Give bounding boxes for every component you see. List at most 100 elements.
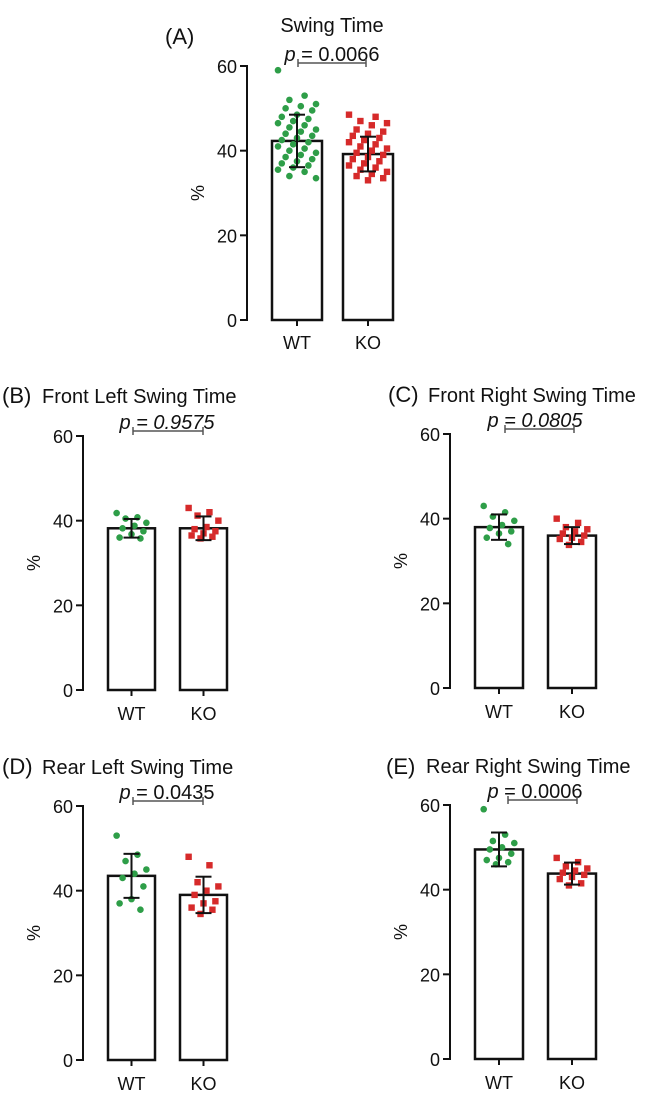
data-point-wt	[289, 117, 297, 125]
data-point-wt	[274, 143, 282, 150]
data-point-ko	[577, 538, 585, 546]
x-tick-label: KO	[559, 702, 585, 722]
data-point-ko	[357, 143, 364, 150]
data-point-wt	[297, 102, 305, 110]
data-point-ko	[383, 145, 391, 152]
data-point-wt	[278, 113, 286, 121]
data-point-ko	[364, 177, 372, 184]
data-point-wt	[504, 858, 512, 866]
p-symbol: p	[118, 412, 130, 434]
x-tick-label: WT	[485, 702, 513, 722]
y-tick-label: 20	[53, 966, 73, 986]
data-point-wt	[274, 166, 282, 174]
bar-wt	[473, 848, 525, 1061]
data-point-ko	[383, 168, 391, 176]
data-point-wt	[143, 519, 150, 527]
p-symbol: p	[486, 410, 498, 432]
y-tick-label: 60	[53, 797, 73, 817]
x-tick-label: KO	[355, 333, 381, 353]
y-axis-label: %	[24, 925, 44, 941]
data-point-ko	[376, 158, 383, 165]
data-point-ko	[185, 853, 192, 860]
data-point-ko	[577, 880, 585, 887]
data-point-ko	[559, 530, 567, 537]
x-tick-label: WT	[118, 704, 146, 724]
data-point-ko	[212, 528, 219, 535]
data-point-wt	[122, 857, 129, 865]
data-point-wt	[312, 126, 320, 133]
data-point-ko	[376, 134, 383, 142]
y-tick-label: 0	[227, 311, 237, 331]
data-point-wt	[119, 874, 126, 882]
p-symbol: p	[118, 782, 130, 804]
data-point-ko	[357, 166, 364, 173]
data-point-wt	[480, 502, 488, 510]
data-point-wt	[489, 837, 497, 845]
data-point-ko	[380, 151, 387, 159]
data-point-ko	[191, 891, 198, 899]
data-point-ko	[353, 126, 360, 133]
data-point-wt	[113, 832, 120, 839]
bar-ko	[178, 893, 229, 1062]
y-tick-label: 40	[53, 512, 73, 532]
data-point-ko	[383, 119, 391, 127]
data-point-ko	[372, 113, 379, 120]
data-point-wt	[274, 66, 282, 74]
data-point-wt	[308, 132, 316, 140]
panel-label: (A)	[165, 24, 194, 49]
p-value-label: p = 0.0805	[486, 410, 583, 432]
data-point-ko	[562, 863, 570, 870]
data-point-wt	[286, 96, 293, 104]
data-point-ko	[209, 533, 216, 540]
data-point-ko	[364, 130, 372, 137]
data-point-wt	[507, 850, 515, 857]
x-tick-label: WT	[485, 1073, 513, 1093]
p-value-text: = 0.0435	[131, 782, 215, 804]
data-point-ko	[380, 128, 387, 135]
y-tick-label: 60	[420, 796, 440, 816]
data-point-ko	[380, 174, 387, 182]
data-point-ko	[206, 509, 213, 516]
data-point-ko	[581, 871, 588, 879]
data-point-wt	[286, 147, 293, 154]
data-point-ko	[345, 162, 353, 169]
y-tick-label: 60	[53, 427, 73, 447]
panel-label: (B)	[2, 383, 31, 408]
data-point-ko	[203, 523, 210, 531]
data-point-ko	[349, 155, 356, 163]
data-point-wt	[312, 100, 320, 108]
data-point-ko	[372, 164, 379, 171]
data-point-ko	[353, 149, 360, 156]
data-point-ko	[571, 867, 579, 874]
data-point-wt	[483, 856, 491, 864]
data-point-wt	[308, 107, 316, 114]
data-point-wt	[137, 906, 144, 914]
data-point-ko	[559, 869, 567, 876]
data-point-ko	[584, 526, 591, 533]
data-point-wt	[305, 138, 312, 146]
chart-title: Rear Left Swing Time	[42, 757, 233, 779]
data-point-wt	[480, 805, 488, 813]
data-point-wt	[140, 883, 147, 890]
data-point-wt	[131, 522, 138, 530]
data-point-ko	[361, 136, 368, 144]
y-axis-label: %	[24, 555, 44, 571]
data-point-wt	[119, 524, 126, 532]
y-axis-label: %	[391, 924, 411, 940]
bar-wt	[473, 525, 525, 690]
chart-title: Front Left Swing Time	[42, 386, 237, 408]
bar-ko	[546, 534, 598, 690]
y-tick-label: 40	[53, 882, 73, 902]
data-point-wt	[312, 149, 320, 157]
data-point-ko	[209, 906, 216, 913]
p-symbol: p	[283, 44, 295, 66]
x-tick-label: WT	[283, 333, 311, 353]
data-point-wt	[504, 540, 512, 548]
data-point-wt	[483, 534, 491, 542]
x-tick-label: KO	[190, 704, 216, 724]
data-point-wt	[113, 509, 120, 517]
data-point-wt	[143, 866, 150, 873]
y-tick-label: 0	[430, 679, 440, 699]
y-tick-label: 0	[63, 1051, 73, 1071]
